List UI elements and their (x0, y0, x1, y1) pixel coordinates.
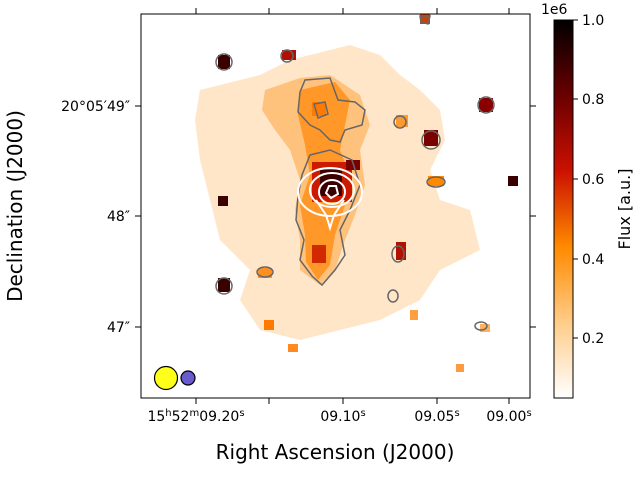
x-tick-label-3: 09.00s (486, 408, 531, 425)
knot-2 (282, 50, 296, 60)
emission-map (195, 14, 518, 372)
x-tick-label-0: 15h52m09.20s (147, 408, 244, 425)
white-contour-tail (315, 199, 345, 232)
gray-contour-main (295, 149, 361, 287)
knot-8 (396, 242, 406, 260)
gray-contour-knot-3 (421, 130, 441, 150)
north-red (312, 102, 326, 116)
knot-18 (410, 310, 418, 320)
knot-6 (218, 196, 228, 206)
colorbar: 0.2 0.4 0.6 0.8 1.0 1e6 Flux [a.u.] (541, 2, 634, 399)
knot-7 (218, 278, 230, 292)
gray-contour-knot-12 (256, 266, 274, 278)
y-tick-label-2: 47″ (107, 320, 130, 336)
white-contour-3 (318, 179, 346, 205)
x-ticks (195, 8, 510, 404)
cb-label: Flux [a.u.] (615, 169, 634, 250)
x-axis-title: Right Ascension (J2000) (216, 440, 455, 464)
knot-16 (456, 364, 464, 372)
knot-10 (420, 14, 430, 24)
cb-tick-label-3: 0.8 (582, 92, 604, 108)
x-tick-label-2: 09.05s (414, 408, 459, 425)
cb-offset-text: 1e6 (541, 2, 568, 18)
gray-contour-south (387, 289, 399, 303)
y-axis-title: Declination (J2000) (3, 110, 27, 302)
knot-15 (288, 344, 298, 352)
gray-contour-knot-8 (391, 245, 405, 263)
heatmap-plot: 15h52m09.20s 09.10s 09.05s 09.00s 20°05′… (3, 8, 536, 464)
knot-1 (218, 55, 230, 69)
gray-contour-knot-13 (393, 115, 407, 129)
gray-contour-north-inner (313, 101, 329, 120)
knot-17 (480, 324, 490, 332)
white-contour-4 (324, 185, 340, 200)
gray-contours (215, 15, 495, 331)
knot-12 (258, 268, 272, 278)
gray-contour-knot-2 (280, 49, 294, 63)
cb-tick-label-4: 1.0 (582, 13, 604, 29)
south-red (312, 245, 326, 263)
colorbar-gradient (553, 19, 574, 399)
y-tick-label-0: 20°05′49″ (61, 99, 130, 115)
white-contours (297, 167, 363, 232)
gray-contour-knot-4 (477, 96, 495, 114)
knot-4 (479, 98, 493, 112)
knot-5 (508, 176, 518, 186)
knot-14 (264, 320, 274, 330)
gray-contour-knot-1 (215, 53, 233, 71)
knot-3 (424, 130, 438, 146)
cb-tick-label-1: 0.4 (582, 252, 604, 268)
knot-9 (428, 176, 444, 186)
gray-contour-knot-9 (426, 176, 446, 188)
beam-small (180, 370, 196, 386)
gray-contour-knot-7 (215, 277, 233, 295)
colorbar-ticks (573, 19, 578, 339)
white-contour-2 (309, 172, 355, 208)
beam-large (153, 365, 179, 391)
cb-tick-label-2: 0.6 (582, 172, 604, 188)
gray-contour-north (297, 77, 366, 143)
axes-frame (140, 13, 531, 399)
gray-contour-top (419, 15, 431, 25)
white-contour-1 (297, 167, 363, 217)
x-tick-label-1: 09.10s (320, 408, 365, 425)
y-tick-label-1: 48″ (107, 209, 130, 225)
y-ticks (135, 105, 536, 328)
gray-contour-far (474, 321, 488, 331)
cb-tick-label-0: 0.2 (582, 331, 604, 347)
